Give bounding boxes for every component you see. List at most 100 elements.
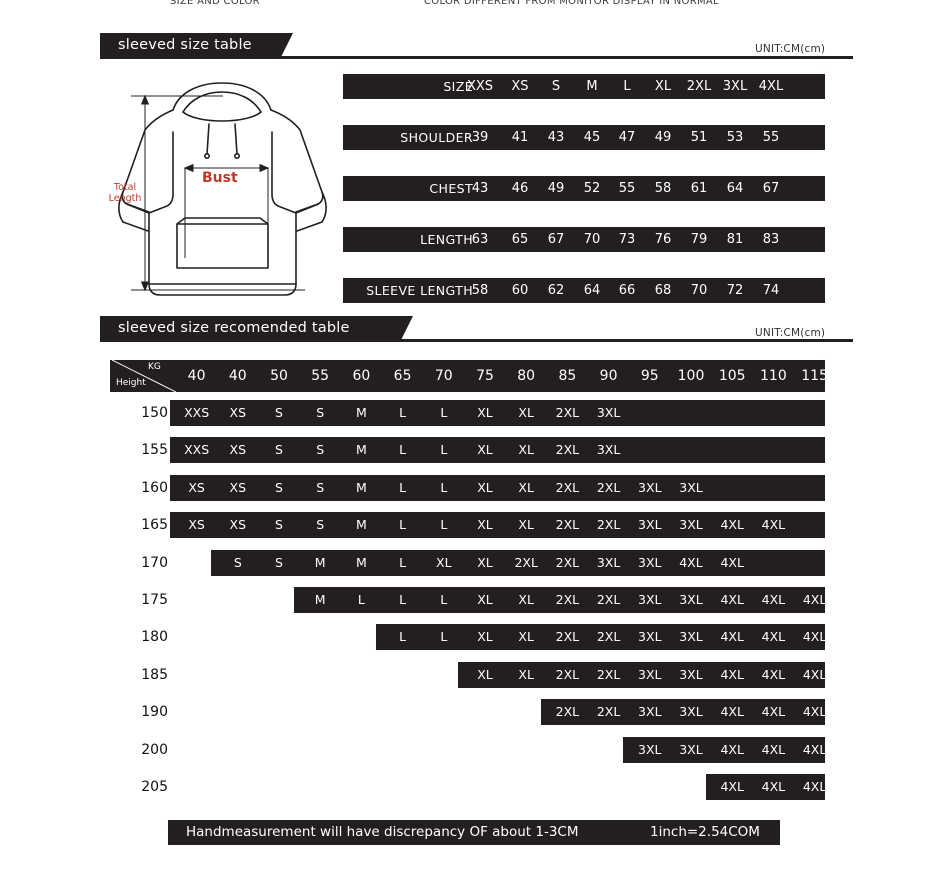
size-table-cell: 43 (471, 181, 489, 196)
size-table-row-label: SLEEVE LENGTH (366, 283, 473, 298)
recommended-size-cell: 4XL (720, 592, 744, 607)
height-row-label: 175 (141, 592, 168, 608)
recommended-size-cell: 3XL (638, 479, 662, 495)
section2-rule (100, 339, 853, 342)
recommended-size-cell: L (440, 442, 448, 458)
recommended-size-cell: L (399, 592, 407, 607)
recommended-size-cell: M (355, 442, 367, 458)
top-clipped-left: SIZE AND COLOR (170, 0, 260, 6)
size-table-cell: 62 (547, 283, 565, 298)
recommended-size-cell: 3XL (638, 592, 662, 607)
size-table-cell: 55 (618, 181, 636, 196)
size-table-cell: 73 (618, 232, 636, 247)
section-banner-size-table-label: sleeved size table (118, 37, 252, 53)
size-table-cell: 47 (618, 130, 636, 145)
size-table-cell: M (586, 79, 598, 94)
recommended-size-cell: 3XL (596, 405, 621, 420)
weight-column-header: 95 (640, 368, 659, 384)
size-table-row: SHOULDER 39 41 43 45 47 49 51 53 55 (343, 125, 825, 150)
recommended-size-cell: L (440, 517, 448, 533)
recommended-size-cell: XXS (184, 405, 210, 420)
height-row-label: 190 (141, 704, 168, 721)
height-row-label: 180 (141, 629, 168, 646)
size-table-cell: 68 (654, 283, 672, 298)
recommended-size-cell: 4XL (802, 704, 827, 720)
recommended-table-row: M L L L XL XL 2XL 2XL 3XL 3XL 4XL 4XL 4XL (293, 587, 826, 613)
weight-column-header: 55 (311, 368, 330, 384)
recommended-size-cell: 2XL (596, 479, 621, 495)
size-table-row: CHEST 43 46 49 52 55 58 61 64 67 (343, 176, 825, 201)
recommended-size-cell: 4XL (720, 741, 744, 757)
recommended-size-cell: L (357, 592, 365, 607)
recommended-size-cell: XXS (184, 442, 210, 458)
size-table-cell: 66 (618, 283, 636, 298)
size-table-cell: 61 (690, 181, 708, 196)
weight-column-header: 100 (677, 368, 705, 384)
size-table-cell: 43 (547, 130, 565, 145)
size-table-cell: 49 (654, 130, 672, 145)
banner-tail-icon-2 (400, 316, 413, 342)
recommended-size-cell: 3XL (679, 666, 703, 682)
height-row-label: 185 (141, 666, 168, 683)
size-table-cell: 46 (511, 181, 529, 196)
recommended-size-cell: XL (477, 592, 493, 607)
recommended-size-cell: XL (477, 666, 493, 682)
recommended-size-cell: S (316, 405, 325, 420)
size-table-row-label: LENGTH (420, 232, 473, 247)
size-table-row-label: CHEST (429, 181, 473, 196)
total-length-line1: Total (113, 182, 137, 193)
recommended-table-row: L L XL XL 2XL 2XL 3XL 3XL 4XL 4XL 4XL (376, 624, 826, 651)
size-table-cell: 64 (583, 283, 601, 298)
recommended-size-cell: 2XL (596, 592, 621, 607)
size-table-cell: 60 (511, 283, 529, 298)
recommended-size-cell: XL (436, 554, 452, 570)
recommended-size-cell: S (275, 517, 283, 533)
recommended-size-cell: S (275, 405, 283, 420)
banner-tail-icon (280, 33, 293, 59)
size-table-cell: 63 (471, 232, 489, 247)
recommended-size-cell: 4XL (720, 779, 744, 794)
size-table-cell: S (551, 79, 561, 94)
section2-unit-label: UNIT:CM(cm) (755, 327, 826, 339)
recommended-table-row: XXS XS S S M L L XL XL 2XL 3XL (170, 437, 825, 464)
size-table-cell: 58 (471, 283, 489, 298)
recommended-size-cell: 2XL (596, 704, 621, 720)
height-row-label: 170 (141, 554, 168, 571)
weight-column-header: 110 (760, 368, 787, 384)
weight-column-header: 50 (270, 368, 288, 384)
recommended-size-cell: S (316, 517, 325, 533)
height-row-label: 160 (141, 479, 168, 496)
recommended-size-cell: L (440, 405, 448, 420)
recommended-size-cell: M (355, 405, 367, 420)
size-table-cell: 49 (547, 181, 565, 196)
recommended-size-cell: L (440, 629, 448, 645)
hoodie-svg (118, 82, 327, 296)
recommended-table-row: XS XS S S M L L XL XL 2XL 2XL 3XL 3XL (170, 474, 825, 501)
weight-column-header: 90 (599, 368, 618, 384)
recommended-size-cell: L (399, 405, 407, 420)
recommended-size-cell: 3XL (638, 517, 662, 533)
size-table-cell: 39 (471, 130, 489, 145)
size-table-cell: XXS (466, 79, 494, 94)
recommended-size-cell: 3XL (596, 554, 621, 570)
recommended-size-cell: 4XL (761, 779, 786, 794)
recommended-size-cell: L (399, 554, 407, 570)
recommended-size-cell: 2XL (596, 666, 621, 682)
recommended-table-row: 4XL 4XL 4XL (705, 774, 826, 800)
recommended-table-header-row: KG Height 40 40 50 55 60 65 70 75 80 85 90 95 100 105 11… (110, 359, 828, 393)
recommended-size-cell: 2XL (555, 666, 580, 682)
size-table-cell: 67 (547, 232, 565, 247)
recommended-size-cell: 2XL (555, 592, 580, 607)
recommended-size-cell: 3XL (679, 629, 703, 645)
weight-column-header: 75 (476, 368, 494, 384)
recommended-size-cell: 2XL (555, 517, 580, 533)
recommended-size-cell: L (399, 517, 407, 533)
recommended-size-cell: M (355, 554, 367, 570)
weight-column-header: 70 (434, 368, 453, 384)
recommended-size-cell: 2XL (555, 405, 580, 420)
top-clipped-right: COLOR DIFFERENT FROM MONITOR DISPLAY IN … (424, 0, 719, 6)
recommended-size-cell: XL (518, 479, 534, 495)
size-table-cell: 74 (762, 283, 780, 298)
recommended-size-cell: M (355, 517, 367, 533)
top-clipped-text: SIZE AND COLOR COLOR DIFFERENT FROM MONI… (0, 0, 948, 6)
